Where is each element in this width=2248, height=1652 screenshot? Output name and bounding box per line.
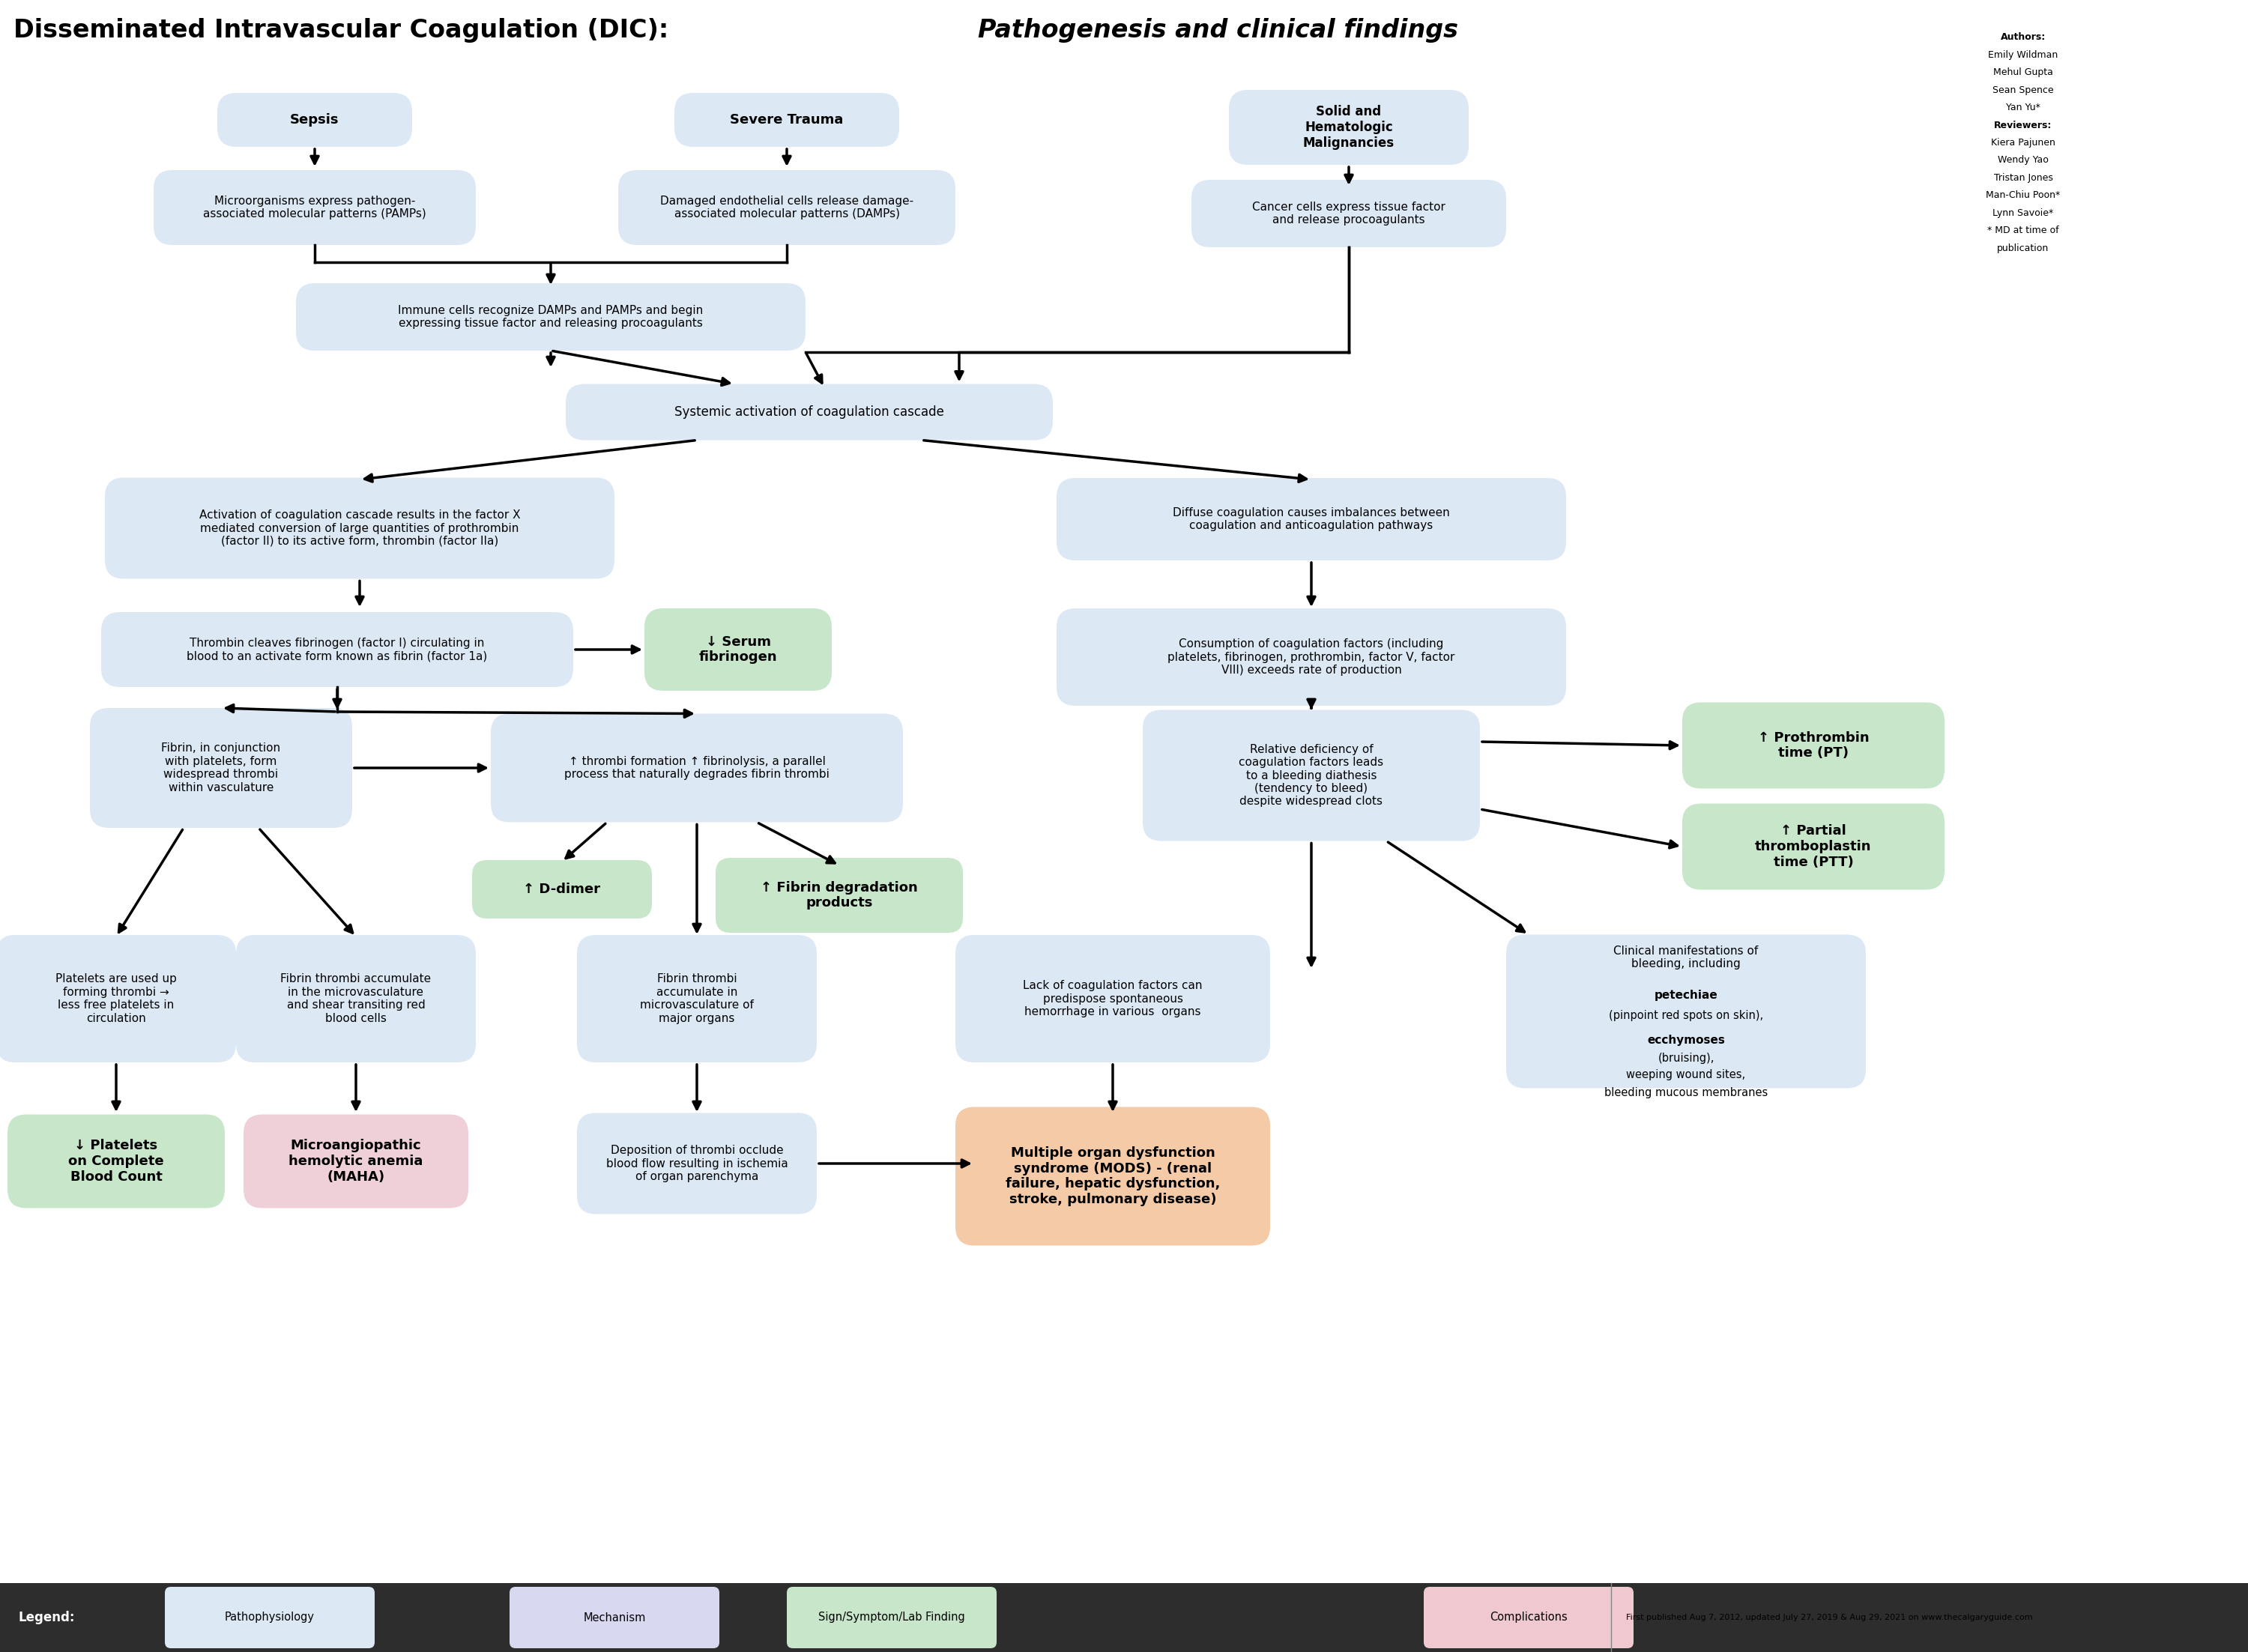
FancyBboxPatch shape: [1506, 935, 1866, 1089]
Text: First published Aug 7, 2012, updated July 27, 2019 & Aug 29, 2021 on www.thecalg: First published Aug 7, 2012, updated Jul…: [1625, 1614, 2032, 1621]
FancyBboxPatch shape: [510, 1588, 719, 1649]
FancyBboxPatch shape: [645, 608, 832, 691]
Text: bleeding mucous membranes: bleeding mucous membranes: [1605, 1087, 1767, 1099]
Text: Sign/Symptom/Lab Finding: Sign/Symptom/Lab Finding: [818, 1612, 964, 1624]
Text: Legend:: Legend:: [18, 1611, 76, 1624]
FancyBboxPatch shape: [715, 857, 962, 933]
FancyBboxPatch shape: [566, 383, 1052, 439]
Text: Lack of coagulation factors can
predispose spontaneous
hemorrhage in various  or: Lack of coagulation factors can predispo…: [1023, 980, 1203, 1018]
FancyBboxPatch shape: [1682, 803, 1945, 890]
FancyBboxPatch shape: [618, 170, 955, 244]
FancyBboxPatch shape: [490, 714, 904, 823]
Text: Platelets are used up
forming thrombi →
less free platelets in
circulation: Platelets are used up forming thrombi → …: [56, 973, 178, 1024]
Text: Lynn Savoie*: Lynn Savoie*: [1992, 208, 2055, 218]
Text: Severe Trauma: Severe Trauma: [731, 112, 843, 127]
Text: ↑ Fibrin degradation
products: ↑ Fibrin degradation products: [760, 881, 917, 910]
Text: Sepsis: Sepsis: [290, 112, 339, 127]
Text: ↓ Serum
fibrinogen: ↓ Serum fibrinogen: [699, 634, 778, 664]
Text: petechiae: petechiae: [1655, 990, 1717, 1001]
Text: weeping wound sites,: weeping wound sites,: [1625, 1069, 1747, 1080]
Text: Wendy Yao: Wendy Yao: [1998, 155, 2048, 165]
FancyBboxPatch shape: [101, 613, 573, 687]
FancyBboxPatch shape: [955, 1107, 1270, 1246]
Text: Damaged endothelial cells release damage-
associated molecular patterns (DAMPs): Damaged endothelial cells release damage…: [661, 195, 913, 220]
FancyBboxPatch shape: [472, 861, 652, 919]
Text: Man-Chiu Poon*: Man-Chiu Poon*: [1985, 190, 2061, 200]
FancyBboxPatch shape: [1057, 608, 1567, 705]
Text: Deposition of thrombi occlude
blood flow resulting in ischemia
of organ parenchy: Deposition of thrombi occlude blood flow…: [607, 1145, 787, 1183]
Text: Sean Spence: Sean Spence: [1992, 84, 2055, 94]
Text: Mechanism: Mechanism: [582, 1612, 645, 1624]
Text: Kiera Pajunen: Kiera Pajunen: [1992, 137, 2055, 147]
FancyBboxPatch shape: [218, 93, 411, 147]
Text: ↑ D-dimer: ↑ D-dimer: [524, 882, 600, 895]
Text: ↑ thrombi formation ↑ fibrinolysis, a parallel
process that naturally degrades f: ↑ thrombi formation ↑ fibrinolysis, a pa…: [564, 757, 830, 780]
FancyBboxPatch shape: [0, 1583, 2248, 1652]
FancyBboxPatch shape: [297, 282, 805, 350]
Text: Solid and
Hematologic
Malignancies: Solid and Hematologic Malignancies: [1304, 106, 1394, 150]
FancyBboxPatch shape: [153, 170, 477, 244]
FancyBboxPatch shape: [1191, 180, 1506, 248]
FancyBboxPatch shape: [1142, 710, 1479, 841]
Text: Thrombin cleaves fibrinogen (factor I) circulating in
blood to an activate form : Thrombin cleaves fibrinogen (factor I) c…: [187, 638, 488, 662]
Text: Fibrin thrombi
accumulate in
microvasculature of
major organs: Fibrin thrombi accumulate in microvascul…: [641, 973, 753, 1024]
Text: Microorganisms express pathogen-
associated molecular patterns (PAMPs): Microorganisms express pathogen- associa…: [202, 195, 427, 220]
Text: (bruising),: (bruising),: [1657, 1052, 1715, 1064]
FancyBboxPatch shape: [1423, 1588, 1634, 1649]
Text: Immune cells recognize DAMPs and PAMPs and begin
expressing tissue factor and re: Immune cells recognize DAMPs and PAMPs a…: [398, 304, 704, 329]
Text: ↓ Platelets
on Complete
Blood Count: ↓ Platelets on Complete Blood Count: [67, 1138, 164, 1183]
FancyBboxPatch shape: [106, 477, 614, 578]
Text: Disseminated Intravascular Coagulation (DIC):: Disseminated Intravascular Coagulation (…: [13, 18, 677, 43]
Text: publication: publication: [1996, 243, 2050, 253]
Text: Microangiopathic
hemolytic anemia
(MAHA): Microangiopathic hemolytic anemia (MAHA): [288, 1138, 423, 1183]
FancyBboxPatch shape: [674, 93, 899, 147]
Text: Complications: Complications: [1490, 1612, 1567, 1624]
Text: Fibrin, in conjunction
with platelets, form
widespread thrombi
within vasculatur: Fibrin, in conjunction with platelets, f…: [162, 743, 281, 793]
FancyBboxPatch shape: [7, 1115, 225, 1208]
FancyBboxPatch shape: [243, 1115, 468, 1208]
FancyBboxPatch shape: [164, 1588, 375, 1649]
FancyBboxPatch shape: [787, 1588, 996, 1649]
Text: Relative deficiency of
coagulation factors leads
to a bleeding diathesis
(tenden: Relative deficiency of coagulation facto…: [1239, 743, 1385, 808]
Text: ↑ Partial
thromboplastin
time (PTT): ↑ Partial thromboplastin time (PTT): [1756, 824, 1873, 869]
Text: Reviewers:: Reviewers:: [1994, 121, 2052, 131]
Text: Authors:: Authors:: [2001, 33, 2046, 41]
Text: ecchymoses: ecchymoses: [1648, 1034, 1724, 1046]
Text: Activation of coagulation cascade results in the factor X
mediated conversion of: Activation of coagulation cascade result…: [200, 509, 519, 547]
Text: Emily Wildman: Emily Wildman: [1987, 50, 2059, 59]
FancyBboxPatch shape: [955, 935, 1270, 1062]
Text: Pathophysiology: Pathophysiology: [225, 1612, 315, 1624]
FancyBboxPatch shape: [578, 1113, 816, 1214]
Text: Clinical manifestations of
bleeding, including: Clinical manifestations of bleeding, inc…: [1614, 945, 1758, 970]
FancyBboxPatch shape: [90, 709, 353, 828]
Text: Consumption of coagulation factors (including
platelets, fibrinogen, prothrombin: Consumption of coagulation factors (incl…: [1167, 638, 1454, 676]
Text: Multiple organ dysfunction
syndrome (MODS) - (renal
failure, hepatic dysfunction: Multiple organ dysfunction syndrome (MOD…: [1005, 1146, 1221, 1206]
FancyBboxPatch shape: [1682, 702, 1945, 788]
Text: Systemic activation of coagulation cascade: Systemic activation of coagulation casca…: [674, 405, 944, 420]
Text: Cancer cells express tissue factor
and release procoagulants: Cancer cells express tissue factor and r…: [1252, 202, 1445, 226]
Text: (pinpoint red spots on skin),: (pinpoint red spots on skin),: [1610, 1009, 1762, 1021]
Text: ↑ Prothrombin
time (PT): ↑ Prothrombin time (PT): [1758, 730, 1868, 760]
Text: Pathogenesis and clinical findings: Pathogenesis and clinical findings: [978, 18, 1459, 43]
FancyBboxPatch shape: [578, 935, 816, 1062]
Text: Tristan Jones: Tristan Jones: [1994, 173, 2052, 183]
FancyBboxPatch shape: [1057, 477, 1567, 560]
FancyBboxPatch shape: [236, 935, 477, 1062]
Text: Diffuse coagulation causes imbalances between
coagulation and anticoagulation pa: Diffuse coagulation causes imbalances be…: [1173, 507, 1450, 532]
Text: Yan Yu*: Yan Yu*: [2005, 102, 2041, 112]
Text: Fibrin thrombi accumulate
in the microvasculature
and shear transiting red
blood: Fibrin thrombi accumulate in the microva…: [281, 973, 432, 1024]
Text: Mehul Gupta: Mehul Gupta: [1994, 68, 2052, 78]
Text: * MD at time of: * MD at time of: [1987, 226, 2059, 236]
FancyBboxPatch shape: [0, 935, 236, 1062]
FancyBboxPatch shape: [1230, 89, 1468, 165]
